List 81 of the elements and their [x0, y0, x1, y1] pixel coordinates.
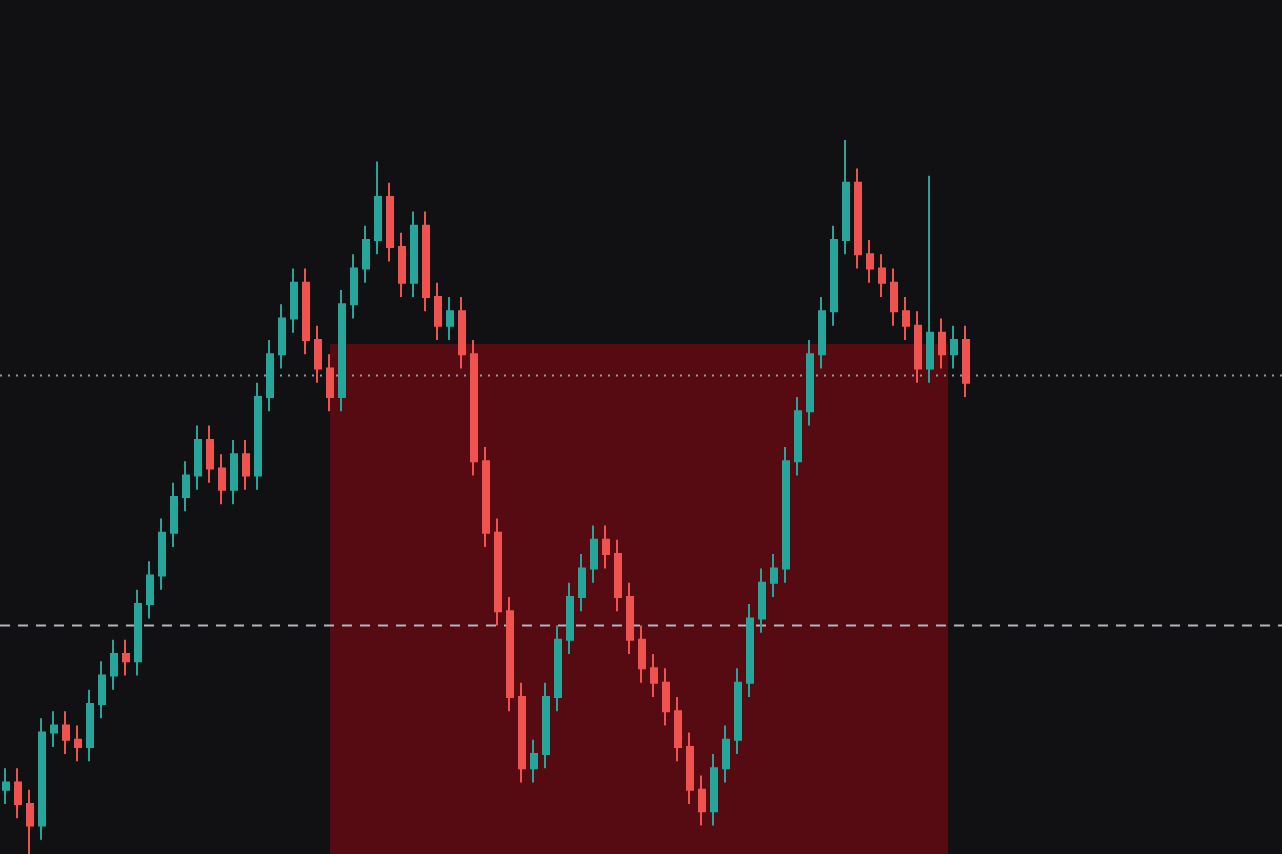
- candlestick: [170, 481, 178, 548]
- candlestick: [494, 517, 502, 627]
- candlestick: [518, 681, 526, 784]
- candlestick: [710, 753, 718, 827]
- candlestick: [542, 681, 550, 770]
- candlestick: [326, 353, 334, 413]
- candlestick: [950, 324, 958, 370]
- candlestick: [938, 317, 946, 370]
- candlestick: [842, 139, 850, 256]
- candlestick: [830, 224, 838, 327]
- candlestick: [878, 253, 886, 299]
- candlestick: [434, 281, 442, 341]
- candlestick: [146, 560, 154, 620]
- candlestick: [158, 517, 166, 591]
- candlestick: [806, 338, 814, 427]
- candlestick: [902, 296, 910, 341]
- candlestick: [182, 460, 190, 513]
- candlestick: [866, 238, 874, 284]
- candlestick: [506, 595, 514, 713]
- candlestick: [26, 788, 34, 854]
- candlestick: [338, 288, 346, 413]
- candlestick: [206, 424, 214, 484]
- candlestick: [818, 296, 826, 370]
- candlestick: [746, 603, 754, 698]
- candlestick: [374, 160, 382, 256]
- candlestick: [14, 767, 22, 820]
- candlestick: [962, 324, 970, 399]
- candlestick: [662, 667, 670, 727]
- candlestick: [914, 310, 922, 384]
- candlestick: [194, 424, 202, 491]
- candlestick: [686, 731, 694, 806]
- candlestick: [134, 588, 142, 677]
- candlestick: [458, 296, 466, 370]
- candlestick: [578, 553, 586, 613]
- candlestick: [758, 567, 766, 634]
- candlestick: [638, 624, 646, 684]
- candlestick: [230, 438, 238, 506]
- candlestick: [314, 324, 322, 384]
- candlestick: [698, 774, 706, 827]
- candlestick: [350, 253, 358, 320]
- candlestick: [650, 653, 658, 698]
- candlestick: [98, 660, 106, 720]
- candlestick: [446, 296, 454, 341]
- candlestick: [602, 524, 610, 570]
- candlestick: [110, 638, 118, 691]
- candlestick: [422, 210, 430, 313]
- candlestick: [290, 267, 298, 334]
- candlestick: [242, 438, 250, 491]
- candlestick: [794, 396, 802, 477]
- candlestick: [626, 581, 634, 656]
- candlestick: [38, 717, 46, 841]
- candlestick: [782, 446, 790, 584]
- candlestick: [530, 738, 538, 784]
- candlestick: [554, 624, 562, 713]
- candlestick: [470, 338, 478, 477]
- candlestick: [254, 381, 262, 491]
- candlestick: [302, 267, 310, 356]
- candlestick: [122, 638, 130, 677]
- candlestick: [278, 303, 286, 370]
- candlestick: [218, 453, 226, 506]
- candlestick: [590, 524, 598, 584]
- candlestick: [734, 667, 742, 756]
- candlestick: [62, 710, 70, 756]
- candlestick: [2, 767, 10, 806]
- candlestick: [674, 695, 682, 763]
- candlestick: [362, 224, 370, 284]
- candlestick: [86, 688, 94, 763]
- candlestick: [614, 538, 622, 613]
- candlestick: [398, 231, 406, 299]
- candlestick: [386, 181, 394, 263]
- candlestick: [770, 553, 778, 598]
- candlestick: [410, 210, 418, 299]
- candlestick: [854, 167, 862, 270]
- candlestick: [890, 267, 898, 327]
- candlestick: [722, 724, 730, 784]
- candlestick: [566, 581, 574, 656]
- candlestick: [926, 174, 934, 384]
- candlestick: [482, 446, 490, 548]
- candlestick: [266, 338, 274, 413]
- candlestick: [50, 710, 58, 748]
- candlestick: [74, 724, 82, 763]
